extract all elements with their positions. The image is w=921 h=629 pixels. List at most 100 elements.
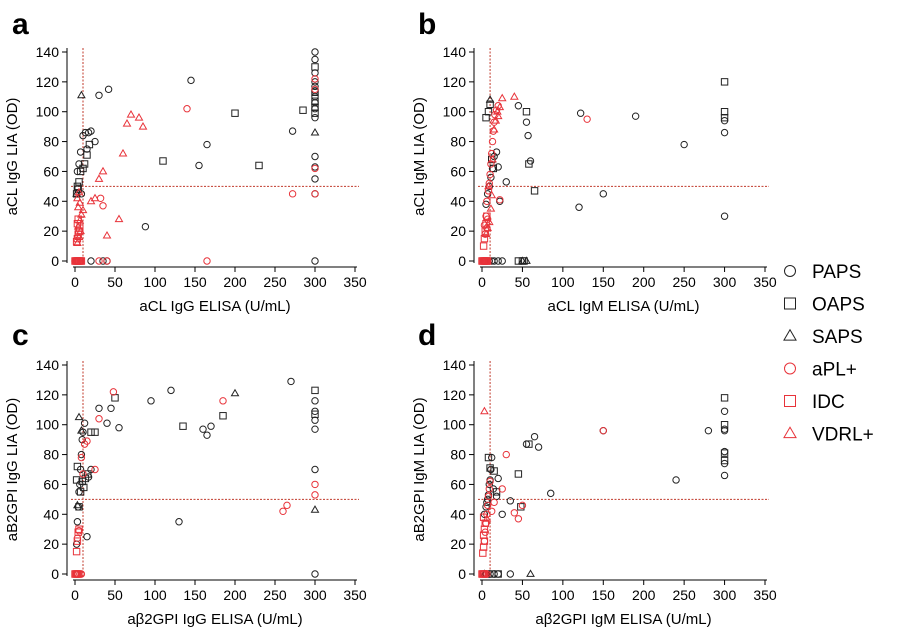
data-point <box>76 148 85 156</box>
data-point <box>99 257 107 265</box>
y-tick-label: 120 <box>36 387 60 403</box>
data-point <box>720 128 729 137</box>
y-tick-label: 20 <box>43 536 59 552</box>
data-point <box>720 113 729 122</box>
axes: 0 20 40 60 80 100 120 140 0 50 100 150 200 250 300 350 <box>443 357 777 603</box>
data-point <box>311 63 319 71</box>
series-vdrl- <box>73 110 148 247</box>
x-tick-label: 350 <box>753 587 777 603</box>
data-point <box>480 406 489 415</box>
x-tick-label: 300 <box>713 274 737 290</box>
data-point <box>494 570 502 578</box>
data-point <box>95 91 103 99</box>
x-tick-label: 200 <box>223 274 247 290</box>
data-point <box>311 163 319 171</box>
data-point <box>720 421 729 429</box>
x-tick-label: 350 <box>343 587 367 603</box>
x-axis-label: aCL IgM ELISA (U/mL) <box>548 298 700 315</box>
legend-label: IDC <box>812 392 845 413</box>
data-point <box>76 226 85 235</box>
data-point <box>134 113 144 121</box>
data-point <box>80 160 89 168</box>
data-point <box>230 388 240 397</box>
legend-marker <box>783 426 797 439</box>
data-point <box>704 426 713 435</box>
data-point <box>311 386 319 395</box>
y-tick-label: 120 <box>36 74 60 90</box>
data-point <box>311 416 319 424</box>
legend-item: IDC <box>784 392 845 413</box>
data-point <box>77 90 86 99</box>
data-point <box>83 437 91 445</box>
data-point <box>517 503 525 511</box>
y-tick-label: 40 <box>450 193 466 209</box>
data-point <box>502 450 510 459</box>
y-tick-label: 100 <box>443 417 467 433</box>
y-tick-label: 20 <box>43 223 59 239</box>
data-point <box>488 154 497 163</box>
x-tick-label: 200 <box>632 274 656 290</box>
data-point <box>73 537 82 545</box>
data-point <box>479 242 488 250</box>
data-point <box>720 426 729 435</box>
data-point <box>720 407 729 415</box>
data-point <box>311 85 319 94</box>
data-point <box>84 470 92 478</box>
panel-b: b 0 20 40 60 80 100 120 140 0 50 100 150 200 250 300 350… <box>411 8 777 315</box>
data-point <box>311 105 319 113</box>
legend-label: aPL+ <box>812 360 857 381</box>
data-point <box>525 440 533 448</box>
data-point <box>311 410 319 418</box>
data-point <box>479 543 488 551</box>
y-tick-label: 80 <box>43 447 59 463</box>
data-point <box>311 570 319 578</box>
data-point <box>77 210 86 218</box>
data-point <box>75 160 83 168</box>
data-point <box>83 532 91 541</box>
y-tick-label: 60 <box>43 476 59 492</box>
legend-marker <box>784 395 796 407</box>
y-tick-label: 80 <box>43 134 59 150</box>
data-point <box>98 166 108 175</box>
data-point <box>491 116 501 124</box>
x-tick-label: 100 <box>143 274 167 290</box>
legend-item: VDRL+ <box>783 425 874 446</box>
data-point <box>479 549 487 557</box>
data-point <box>311 257 319 265</box>
data-point <box>83 151 91 159</box>
data-point <box>483 501 492 510</box>
data-point <box>483 197 491 205</box>
data-point <box>487 190 497 199</box>
data-point <box>138 121 148 130</box>
data-point <box>311 480 319 489</box>
data-point <box>283 501 291 510</box>
data-point <box>72 547 81 556</box>
data-point <box>95 415 103 423</box>
data-point <box>179 422 187 430</box>
panel-letter: d <box>418 319 436 352</box>
data-point <box>494 474 502 483</box>
y-tick-label: 140 <box>36 44 60 60</box>
data-point <box>524 131 532 140</box>
data-point <box>530 432 539 441</box>
data-point <box>81 128 90 137</box>
series-oaps <box>482 78 729 265</box>
data-point <box>122 119 132 127</box>
data-point <box>75 216 85 224</box>
data-point <box>506 497 514 505</box>
data-point <box>80 483 88 492</box>
y-tick-label: 120 <box>443 387 467 403</box>
data-point <box>480 537 489 545</box>
panel-letter: b <box>418 8 436 41</box>
y-axis-label: aB2GPI IgM LIA (OD) <box>411 397 428 541</box>
axes: 0 20 40 60 80 100 120 140 0 50 100 150 200 250 300 350 <box>36 44 367 290</box>
y-tick-label: 100 <box>443 104 467 120</box>
data-point <box>183 105 191 113</box>
x-tick-label: 0 <box>71 587 79 603</box>
series-oaps <box>72 63 319 198</box>
data-point <box>484 453 493 462</box>
series-saps <box>485 95 531 264</box>
data-point <box>83 145 91 153</box>
y-tick-label: 80 <box>450 447 466 463</box>
